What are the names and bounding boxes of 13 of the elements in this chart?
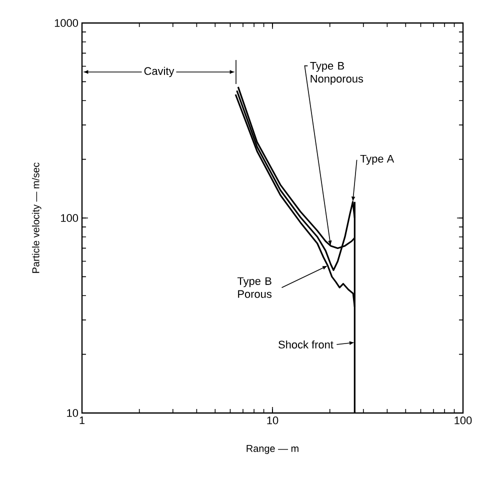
annotation: Type B Porous xyxy=(237,277,272,298)
y-axis-title: Particle velocity — m/sec xyxy=(32,162,42,273)
annotation: Type A xyxy=(360,154,394,165)
annotation: Type B Nonporous xyxy=(310,62,364,85)
annotation: Shock front xyxy=(278,340,334,348)
annotation: Cavity xyxy=(144,66,174,78)
x-tick-label: 1 xyxy=(80,416,85,424)
y-tick-label: 100 xyxy=(61,214,78,222)
x-tick-label: 100 xyxy=(454,416,472,424)
y-tick-label: 10 xyxy=(67,409,78,417)
x-axis-title: Range — m xyxy=(246,445,298,454)
x-tick-label: 10 xyxy=(267,416,278,424)
y-tick-label: 1000 xyxy=(54,19,78,27)
